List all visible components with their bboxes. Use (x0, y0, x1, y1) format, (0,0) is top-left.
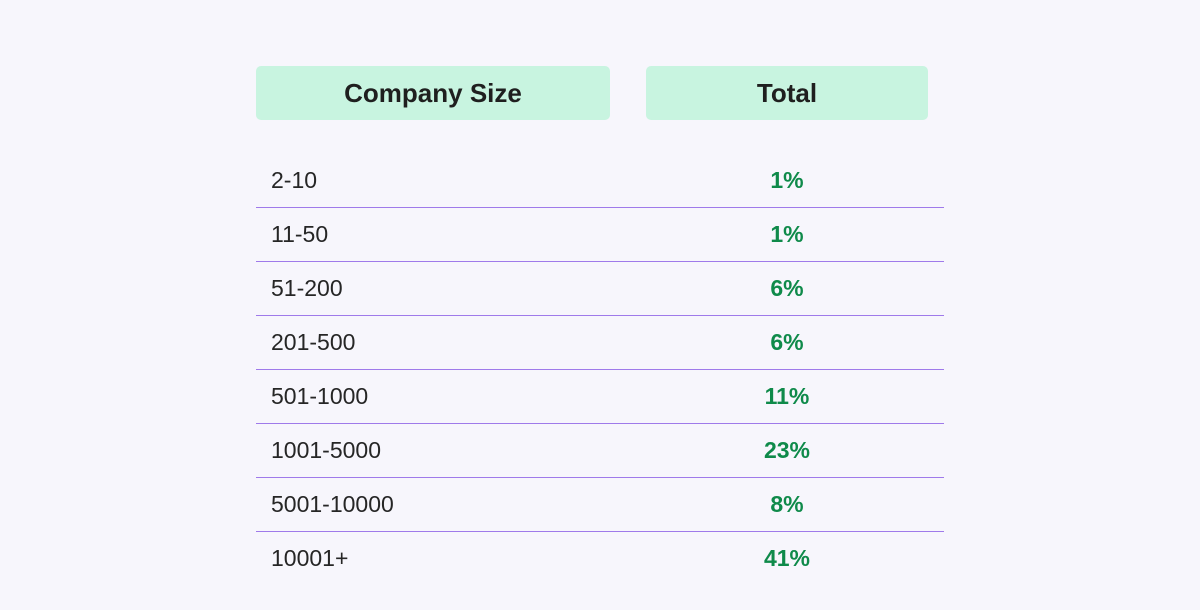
company-size-cell: 1001-5000 (271, 437, 381, 463)
company-size-cell: 5001-10000 (271, 491, 394, 517)
total-value-cell: 23% (763, 437, 811, 463)
company-size-table: Company Size Total 2-10 1% 11-50 1% 51-200 6%… (256, 66, 944, 571)
table-row: 501-1000 11% (256, 370, 944, 424)
company-size-cell: 201-500 (271, 329, 356, 355)
total-value-cell: 1% (770, 221, 804, 247)
header-company-size: Company Size (256, 66, 610, 120)
table-row: 10001+ 41% (256, 532, 944, 585)
company-size-cell: 11-50 (271, 221, 329, 247)
table-row: 2-10 1% (256, 154, 944, 208)
header-total: Total (646, 66, 928, 120)
company-size-cell: 10001+ (271, 545, 349, 571)
table-header: Company Size Total (256, 66, 944, 120)
total-value-cell: 6% (770, 275, 804, 301)
total-value-cell: 6% (770, 329, 804, 355)
table-row: 11-50 1% (256, 208, 944, 262)
table-row: 201-500 6% (256, 316, 944, 370)
table-body: 2-10 1% 11-50 1% 51-200 6% 201-500 6% 501-1000 11… (256, 154, 944, 585)
table-row: 1001-5000 23% (256, 424, 944, 478)
company-size-cell: 501-1000 (271, 383, 369, 409)
company-size-cell: 51-200 (271, 275, 343, 301)
total-value-cell: 1% (770, 167, 804, 193)
total-value-cell: 8% (770, 491, 804, 517)
total-value-cell: 41% (763, 545, 811, 571)
table-row: 5001-10000 8% (256, 478, 944, 532)
total-value-cell: 11% (764, 383, 810, 409)
company-size-cell: 2-10 (271, 167, 318, 193)
table-row: 51-200 6% (256, 262, 944, 316)
